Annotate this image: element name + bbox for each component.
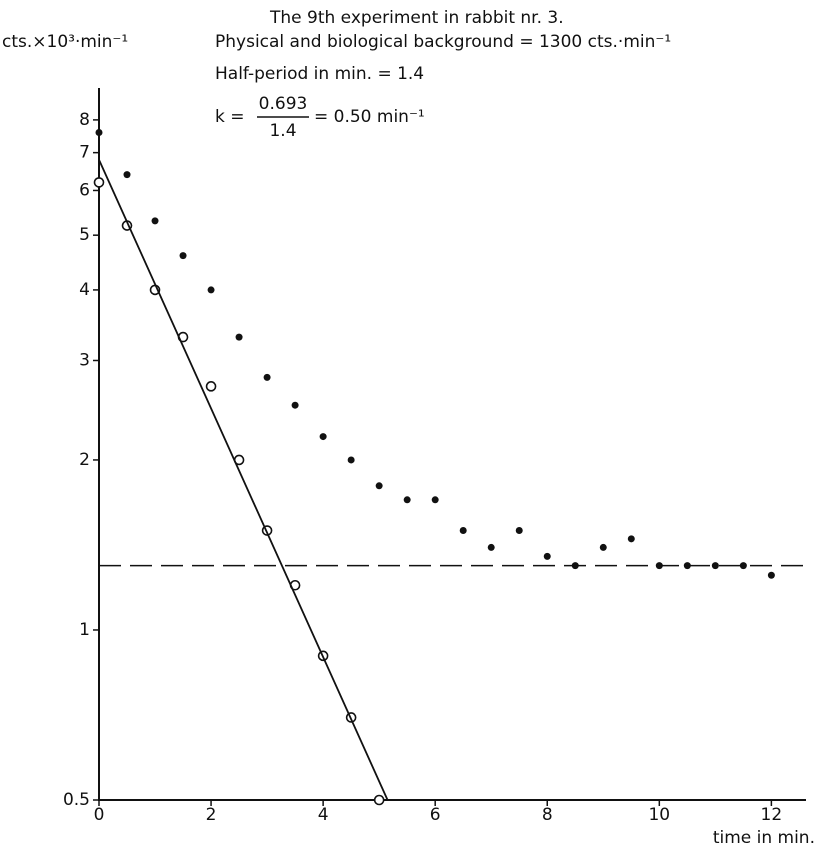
- y-tick-label: 7: [79, 143, 90, 163]
- corrected-count-point: [205, 381, 217, 392]
- y-tick-label: 6: [79, 180, 90, 200]
- formula-denominator: 1.4: [269, 121, 296, 141]
- total-count-point: [739, 562, 747, 570]
- total-count-point: [291, 401, 299, 409]
- y-tick-label: 0.5: [63, 790, 90, 810]
- annotation: Half-period in min. = 1.4: [215, 64, 424, 84]
- x-tick-label: 2: [206, 805, 217, 825]
- total-count-point: [655, 562, 663, 570]
- y-tick-label: 1: [79, 620, 90, 640]
- corrected-count-point: [93, 177, 105, 188]
- y-tick-label: 2: [79, 450, 90, 470]
- total-count-point: [543, 552, 551, 560]
- total-count-point: [683, 562, 691, 570]
- x-tick-label: 4: [318, 805, 329, 825]
- total-count-point: [235, 333, 243, 341]
- total-count-point: [767, 571, 775, 579]
- total-count-point: [431, 496, 439, 504]
- y-tick-label: 4: [79, 280, 90, 300]
- total-count-point: [515, 527, 523, 535]
- total-count-point: [207, 286, 215, 294]
- chart-title: The 9th experiment in rabbit nr. 3.: [269, 8, 564, 28]
- total-count-point: [123, 171, 131, 179]
- total-count-point: [95, 128, 103, 136]
- x-tick-label: 0: [94, 805, 105, 825]
- total-count-point: [347, 456, 355, 464]
- x-tick-label: 12: [761, 805, 783, 825]
- y-axis-label: cts.×10³·min⁻¹: [2, 32, 128, 52]
- formula-lhs: k =: [215, 107, 245, 127]
- total-count-point: [599, 543, 607, 551]
- total-count-point: [179, 252, 187, 260]
- x-tick-label: 10: [648, 805, 670, 825]
- total-count-point: [711, 562, 719, 570]
- annotation: Physical and biological background = 130…: [215, 32, 671, 52]
- total-count-point: [151, 217, 159, 225]
- total-count-point: [375, 482, 383, 490]
- y-tick-label: 8: [79, 110, 90, 130]
- total-count-point: [459, 527, 467, 535]
- total-count-point: [319, 433, 327, 441]
- total-count-point: [487, 543, 495, 551]
- x-axis-label: time in min.: [713, 828, 815, 848]
- total-count-point: [627, 535, 635, 543]
- corrected-count-point: [373, 794, 385, 806]
- formula-numerator: 0.693: [259, 94, 308, 114]
- y-tick-label: 5: [79, 225, 90, 245]
- total-count-point: [403, 496, 411, 504]
- x-tick-label: 8: [542, 805, 553, 825]
- formula-rhs: = 0.50 min⁻¹: [314, 107, 425, 127]
- total-count-point: [571, 562, 579, 570]
- x-tick-label: 6: [430, 805, 441, 825]
- fit-line: [98, 159, 389, 801]
- y-tick-label: 3: [79, 350, 90, 370]
- total-count-point: [263, 373, 271, 381]
